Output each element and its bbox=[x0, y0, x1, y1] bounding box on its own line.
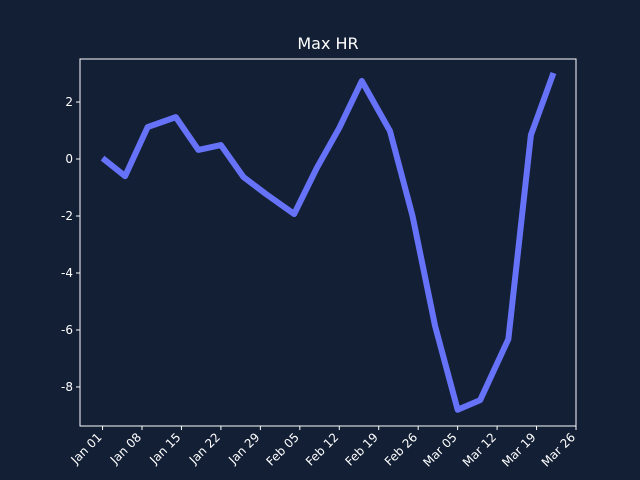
x-tick-label: Feb 26 bbox=[382, 430, 420, 468]
x-tick-label: Feb 05 bbox=[264, 430, 302, 468]
chart-title: Max HR bbox=[297, 34, 358, 53]
x-tick-label: Mar 19 bbox=[499, 430, 538, 469]
x-tick-label: Mar 12 bbox=[460, 430, 499, 469]
x-tick-label: Mar 05 bbox=[420, 430, 459, 469]
y-tick-label: -8 bbox=[61, 380, 73, 394]
x-tick-label: Feb 12 bbox=[303, 430, 341, 468]
x-tick-label: Jan 01 bbox=[67, 430, 104, 467]
plot-frame bbox=[79, 58, 577, 427]
y-tick-label: 0 bbox=[65, 152, 73, 166]
x-tick-label: Jan 15 bbox=[146, 430, 183, 467]
line bbox=[100, 71, 557, 413]
x-tick-label: Feb 19 bbox=[342, 430, 380, 468]
y-tick-label: -6 bbox=[61, 323, 73, 337]
y-tick-label: -4 bbox=[61, 266, 73, 280]
x-tick-label: Jan 22 bbox=[186, 430, 223, 467]
x-tick-label: Mar 26 bbox=[539, 430, 578, 469]
y-tick-label: 2 bbox=[65, 95, 73, 109]
y-tick-label: -2 bbox=[61, 209, 73, 223]
x-tick-label: Jan 29 bbox=[225, 430, 262, 467]
x-tick-label: Jan 08 bbox=[107, 430, 144, 467]
